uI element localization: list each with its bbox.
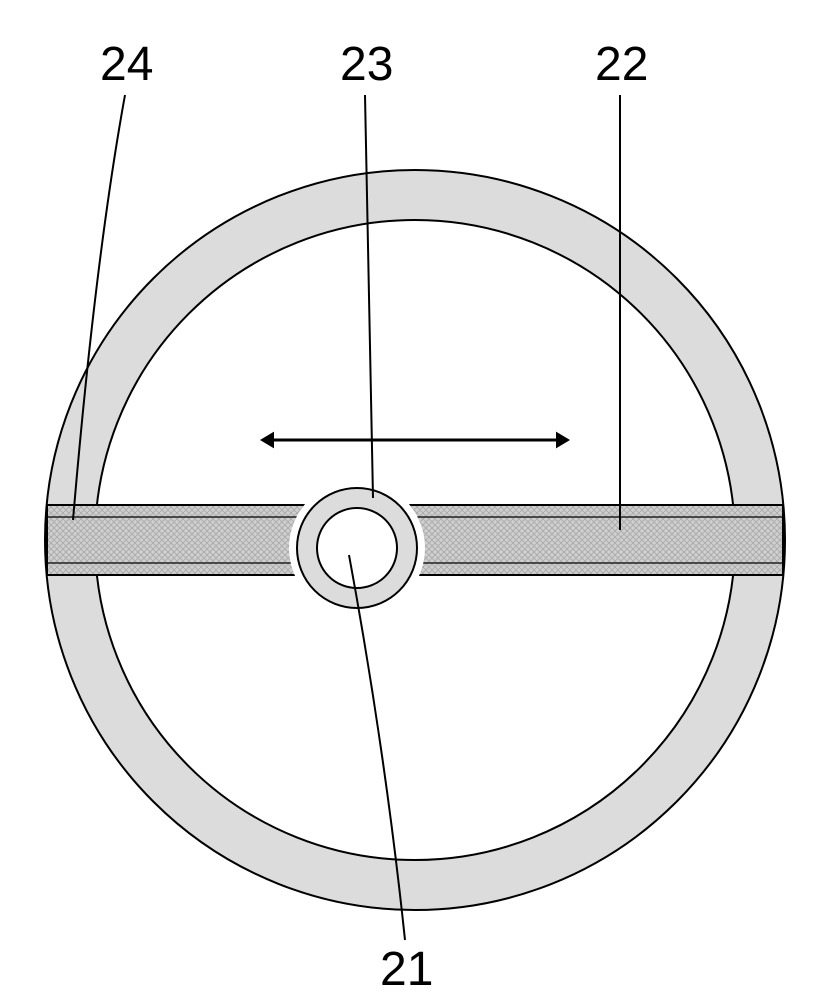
label-21: 21 (380, 943, 433, 996)
label-24: 24 (100, 38, 153, 91)
label-23: 23 (340, 38, 393, 91)
label-22: 22 (595, 38, 648, 91)
